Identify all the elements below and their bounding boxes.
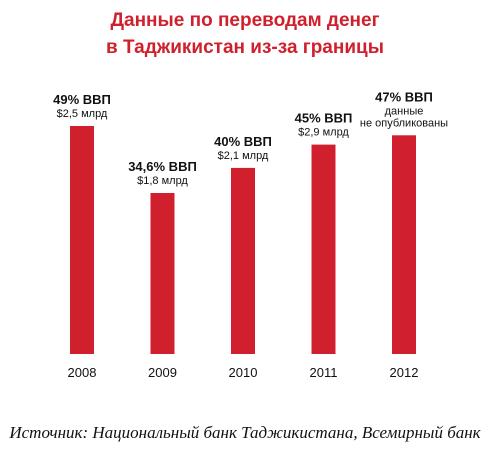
- bar-value-label-2012: 47% ВВП: [375, 89, 433, 104]
- x-tick-label-2012: 2012: [390, 365, 419, 380]
- bar-sublabel-2012-1: данные: [385, 105, 424, 117]
- bar-2011: [311, 144, 336, 354]
- source-note: Источник: Национальный банк Таджикистана…: [9, 423, 481, 442]
- bar-value-label-2010: 40% ВВП: [214, 134, 272, 149]
- chart-title-line-2: в Таджикистан из-за границы: [106, 37, 384, 58]
- bar-sublabel-2008: $2,5 млрд: [57, 108, 108, 120]
- bar-2010: [231, 167, 255, 354]
- x-tick-label-2011: 2011: [310, 365, 338, 380]
- bar-value-label-2008: 49% ВВП: [53, 92, 111, 107]
- chart-title-line-1: Данные по переводам денег: [110, 10, 380, 31]
- bar-value-label-2011: 45% ВВП: [295, 111, 353, 126]
- bar-2008: [70, 126, 94, 354]
- bar-sublabel-2010: $2,1 млрд: [218, 150, 269, 162]
- bar-sublabel-2011: $2,9 млрд: [298, 127, 349, 139]
- x-tick-label-2010: 2010: [229, 365, 258, 380]
- bar-2012: [392, 135, 416, 354]
- bar-sublabel-2012-2: не опубликованы: [360, 117, 448, 129]
- bar-sublabel-2009: $1,8 млрд: [137, 175, 188, 187]
- x-tick-label-2009: 2009: [148, 365, 177, 380]
- x-tick-label-2008: 2008: [68, 365, 97, 380]
- bar-value-label-2009: 34,6% ВВП: [128, 159, 197, 174]
- bar-2009: [150, 193, 175, 354]
